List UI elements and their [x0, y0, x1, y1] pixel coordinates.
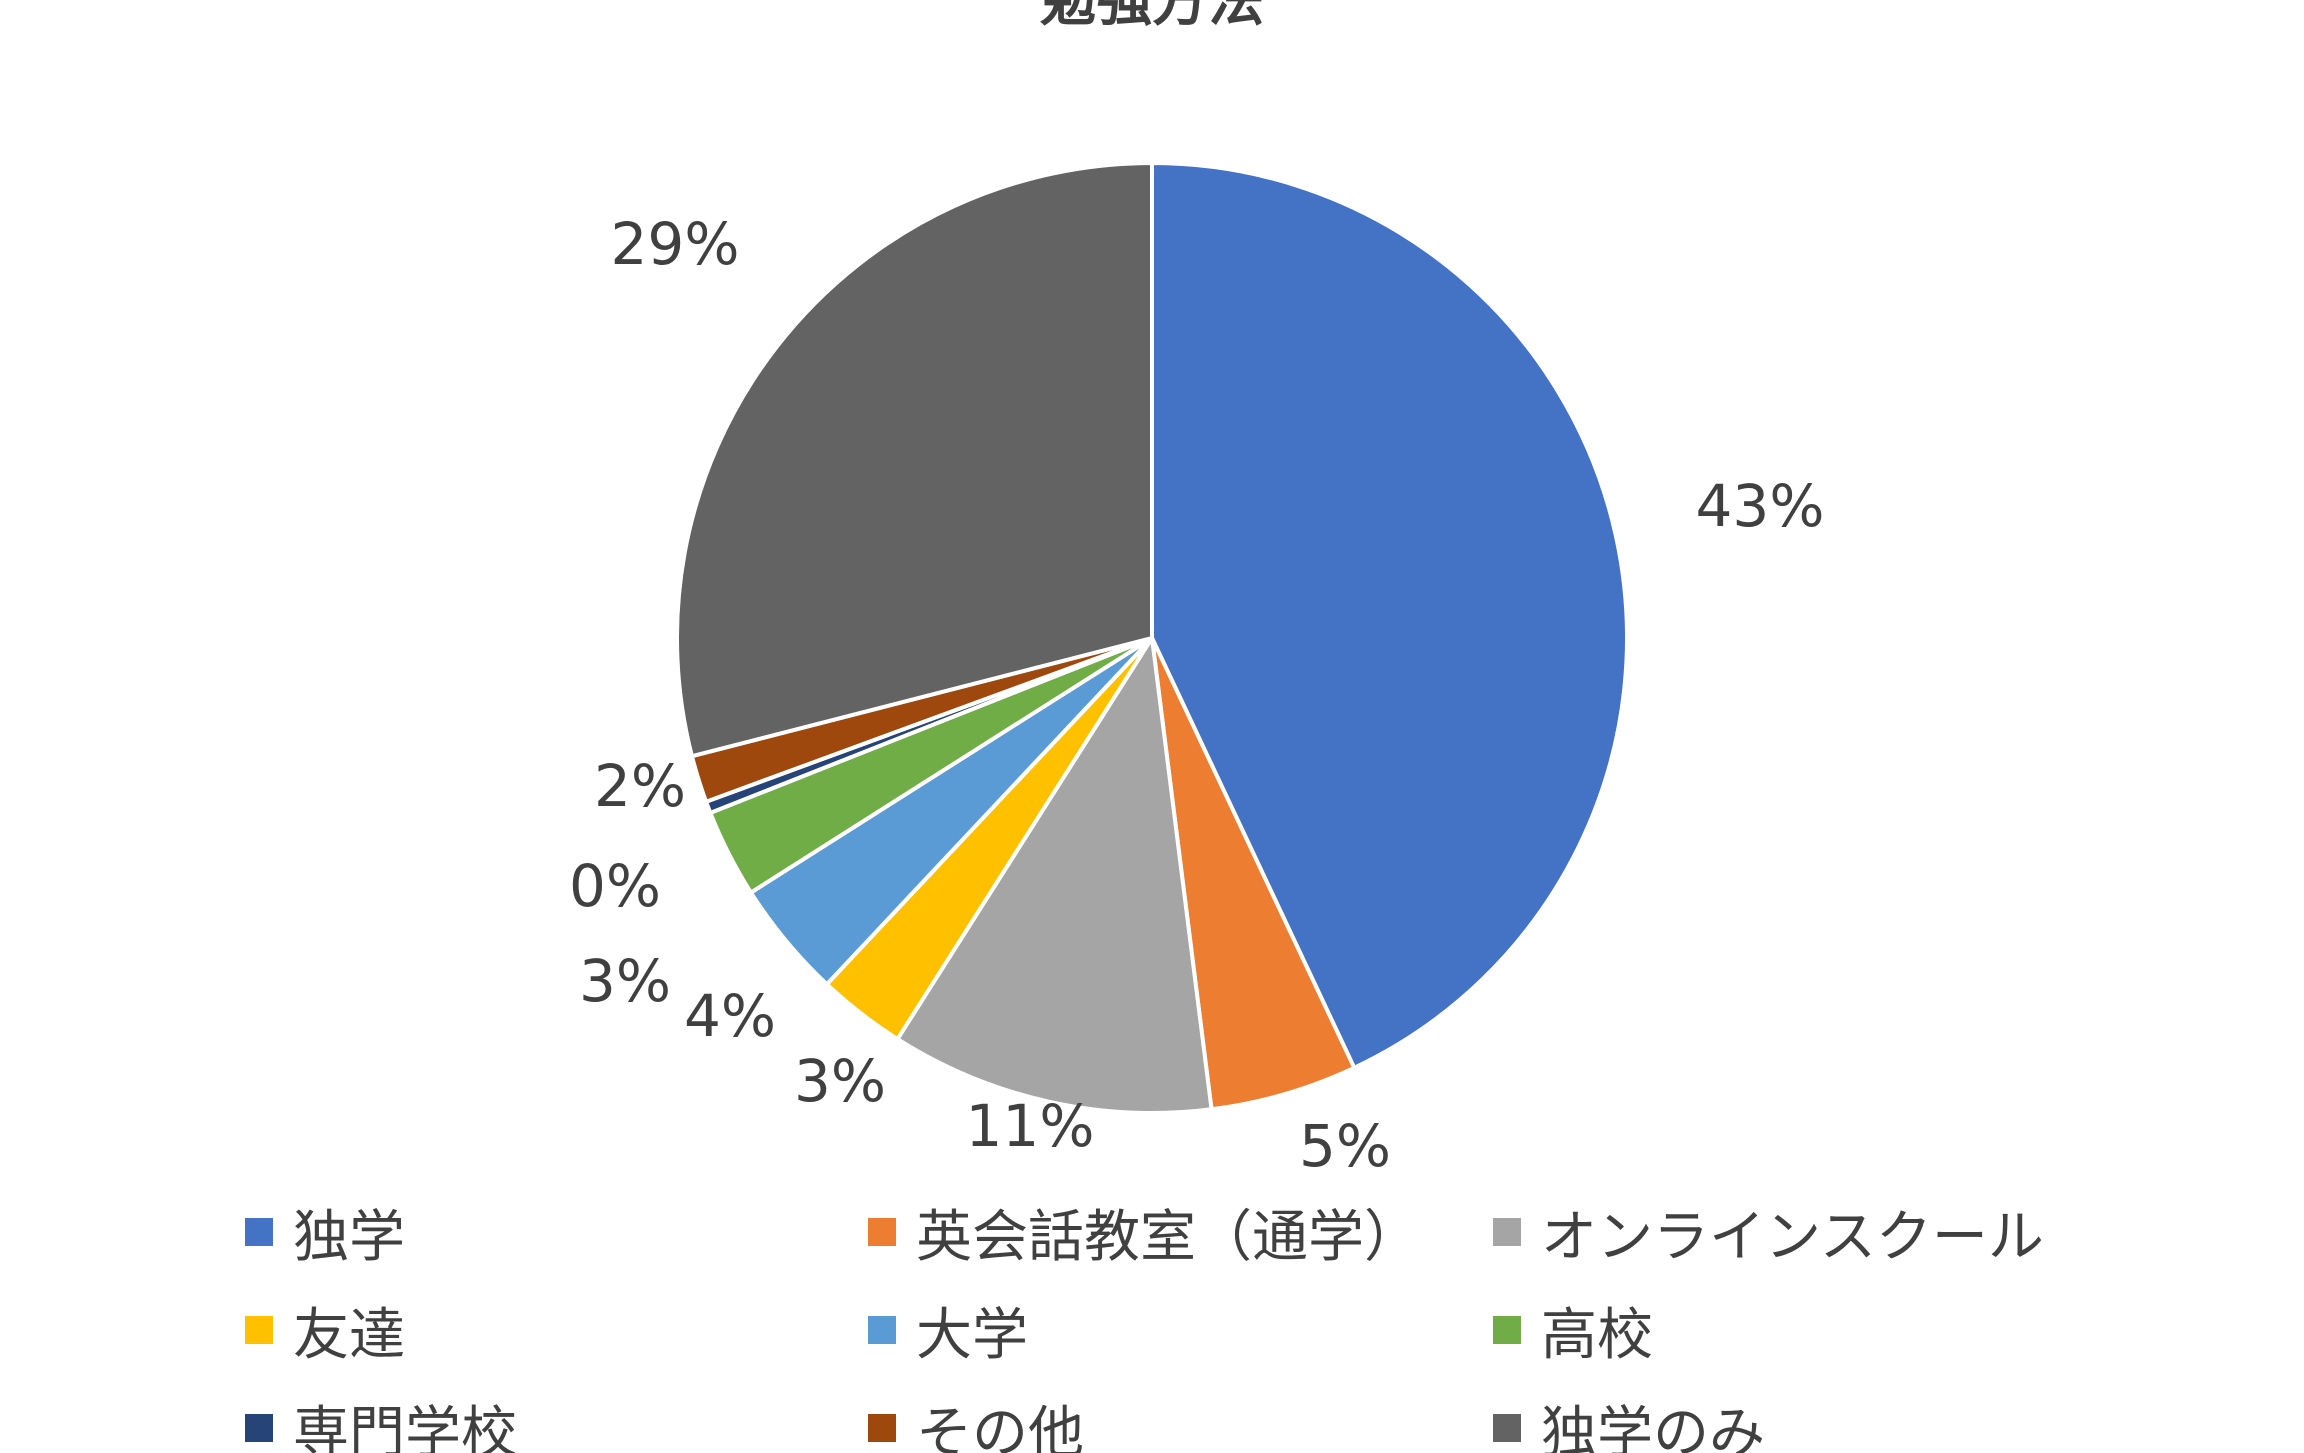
legend-swatch — [1493, 1414, 1521, 1442]
legend-item: 友達 — [245, 1290, 405, 1370]
legend-swatch — [245, 1316, 273, 1344]
pie-slice — [1150, 636, 1357, 1112]
legend-label: 友達 — [293, 1302, 405, 1368]
slice-data-label: 3% — [794, 1047, 886, 1115]
legend-swatch — [1493, 1218, 1521, 1246]
legend-item: その他 — [868, 1388, 1084, 1453]
slice-data-label: 3% — [579, 947, 671, 1015]
legend-label: その他 — [916, 1400, 1084, 1453]
legend-swatch — [245, 1414, 273, 1442]
legend-swatch — [868, 1218, 896, 1246]
legend-label: 高校 — [1541, 1302, 1653, 1368]
slice-data-label: 0% — [569, 852, 661, 920]
legend-swatch — [245, 1218, 273, 1246]
legend-item: 専門学校 — [245, 1388, 517, 1453]
legend-label: 大学 — [916, 1302, 1028, 1368]
pie-slice — [1150, 161, 1629, 1070]
legend-item: 大学 — [868, 1290, 1028, 1370]
legend-swatch — [1493, 1316, 1521, 1344]
legend-item: 独学 — [245, 1192, 405, 1272]
legend-swatch — [868, 1414, 896, 1442]
pie-slice — [675, 161, 1154, 759]
legend-item: 独学のみ — [1493, 1388, 1765, 1453]
slice-data-label: 29% — [611, 210, 740, 278]
legend-label: 独学のみ — [1541, 1400, 1765, 1453]
slice-data-label: 4% — [684, 982, 776, 1050]
legend-label: 独学 — [293, 1204, 405, 1270]
slice-data-label: 2% — [594, 752, 686, 820]
slice-data-label: 5% — [1299, 1112, 1391, 1180]
pie-slice — [895, 636, 1214, 1115]
legend-swatch — [868, 1316, 896, 1344]
legend-item: 英会話教室（通学） — [868, 1192, 1420, 1272]
chart-title: 勉強方法 — [1040, 0, 1264, 34]
legend-item: 高校 — [1493, 1290, 1653, 1370]
legend-label: 英会話教室（通学） — [916, 1204, 1420, 1270]
slice-data-label: 11% — [966, 1092, 1095, 1160]
slice-data-label: 43% — [1696, 472, 1825, 540]
legend-label: オンラインスクール — [1541, 1204, 2044, 1270]
legend-label: 専門学校 — [293, 1400, 517, 1453]
legend-item: オンラインスクール — [1493, 1192, 2044, 1272]
